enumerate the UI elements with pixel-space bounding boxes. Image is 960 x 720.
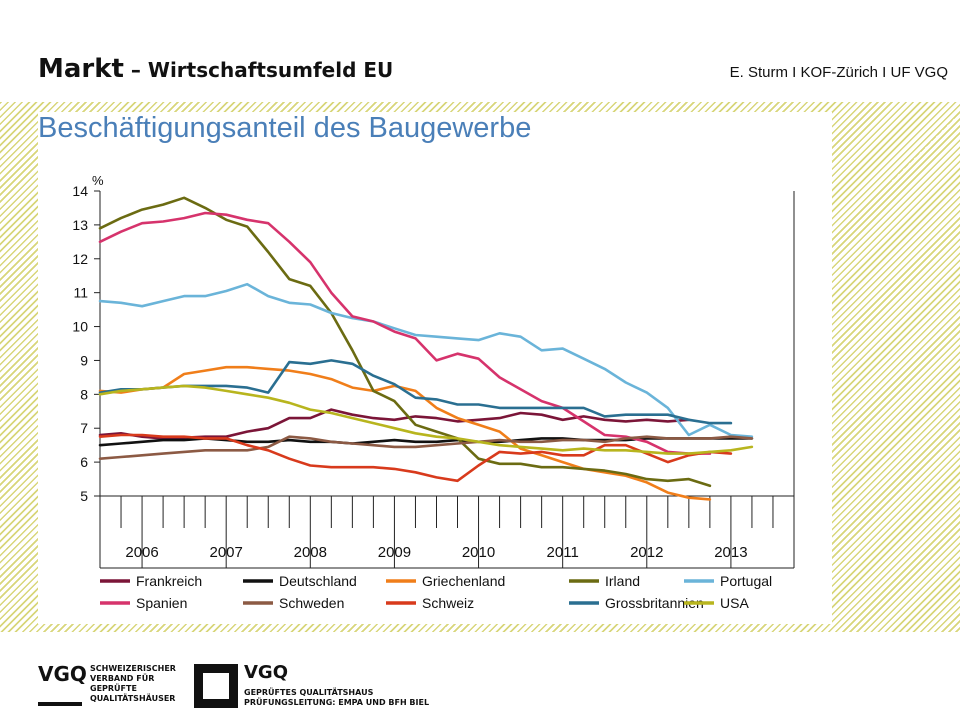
x-year-label: 2012 [630,544,663,561]
y-tick-label: 6 [80,454,88,470]
vgq-house-square-icon [194,664,238,708]
chart-title: Beschäftigungsanteil des Baugewerbe [38,112,532,144]
legend-label: Deutschland [279,573,357,589]
legend-label: Spanien [136,595,187,611]
vgq-logo-line: VERBAND FÜR [90,674,155,683]
y-tick-label: 9 [80,352,88,368]
slide-title: Markt – Wirtschaftsumfeld EU [38,54,393,84]
vgq-logo-line: GEPRÜFTE [90,684,137,693]
y-tick-label: 14 [72,183,88,199]
slide-author: E. Sturm I KOF-Zürich I UF VGQ [729,64,948,81]
legend-label: Schweden [279,595,344,611]
vgq-logo-bar [38,702,82,706]
series-line-schweden [98,435,754,461]
y-tick-label: 11 [73,285,88,301]
chart-panel: 5 6 7 8 9 10 11 12 13 14% 2006 2007 2008 2009 2010 2011… [38,112,832,624]
slide-title-sub: – Wirtschaftsumfeld EU [123,58,394,82]
footer-logos: VGQ SCHWEIZERISCHER VERBAND FÜR GEPRÜFTE… [38,662,738,714]
x-year-label: 2006 [125,544,158,561]
vgq-logo-line: QUALITÄTSHÄUSER [90,694,176,703]
series-line-grossbritannien [98,359,733,425]
series-line-portugal [98,282,754,439]
legend-label: USA [720,595,749,611]
vgq-logo-title: VGQ [38,662,87,686]
series-line-spanien [98,211,712,455]
y-tick-label: 13 [72,217,88,233]
y-axis-unit-label: % [92,173,104,188]
series-line-usa [98,384,754,455]
x-year-label: 2011 [547,544,579,561]
vgq-logo-line: SCHWEIZERISCHER [90,664,176,673]
legend-label: Griechenland [422,573,505,589]
legend-label: Schweiz [422,595,474,611]
y-tick-label: 8 [80,386,88,402]
legend-label: Frankreich [136,573,202,589]
legend-label: Portugal [720,573,772,589]
legend-label: Grossbritannien [605,595,704,611]
slide-title-main: Markt [38,54,124,84]
vgq-house-logo-title: VGQ [244,662,289,683]
x-year-label: 2010 [462,544,495,561]
x-year-label: 2009 [378,544,411,561]
y-tick-label: 7 [80,420,88,436]
y-tick-label: 10 [72,319,88,335]
x-year-label: 2008 [294,544,327,561]
series-line-griechenland [98,365,712,501]
x-year-label: 2007 [209,544,242,561]
vgq-house-logo-line: GEPRÜFTES QUALITÄTSHAUS [244,688,374,697]
vgq-house-logo-text: GEPRÜFTES QUALITÄTSHAUS PRÜFUNGSLEITUNG:… [244,688,429,708]
vgq-house-logo-line: PRÜFUNGSLEITUNG: EMPA UND BFH BIEL [244,698,430,707]
series-line-schweiz [98,433,733,483]
legend-label: Irland [605,573,640,589]
series-line-irland [98,196,712,488]
y-tick-label: 5 [80,488,88,504]
x-year-label: 2013 [714,544,747,561]
y-tick-label: 12 [72,251,88,267]
line-chart: 5 6 7 8 9 10 11 12 13 14% 2006 2007 2008 2009 2010 2011… [72,173,795,611]
vgq-logo-text: SCHWEIZERISCHER VERBAND FÜR GEPRÜFTE QUA… [90,664,176,704]
